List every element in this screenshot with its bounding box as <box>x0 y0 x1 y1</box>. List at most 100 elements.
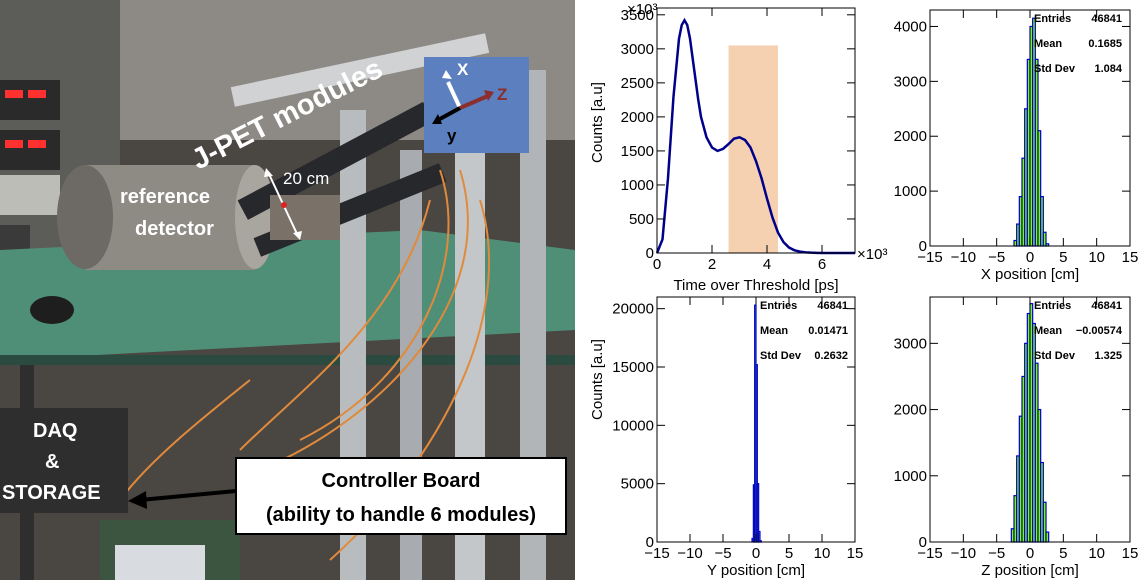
x-tick-label: 15 <box>1122 249 1139 266</box>
x-tick-label: 0 <box>1026 545 1034 562</box>
data-point <box>678 38 680 40</box>
x-tick-label: 4 <box>763 256 771 273</box>
data-point <box>692 58 694 60</box>
x-tick-label: 6 <box>818 256 826 273</box>
x-tick-label: 10 <box>814 545 831 562</box>
x-tick-label: −15 <box>644 545 669 562</box>
y-tick-label: 20000 <box>612 301 654 318</box>
stats-value: 0.01471 <box>808 325 848 337</box>
data-point <box>683 19 686 21</box>
y-tick-label: 1000 <box>894 183 927 200</box>
data-point <box>661 238 664 240</box>
y-tick-label: 1500 <box>621 143 654 160</box>
y-tick-label: 3000 <box>894 73 927 90</box>
x-tick-label: 0 <box>653 256 661 273</box>
x-tick-label: 5 <box>1059 249 1067 266</box>
x-axis-title: Z position [cm] <box>981 562 1079 579</box>
y-tick-label: 2000 <box>894 128 927 145</box>
x-tick-label: 2 <box>708 256 716 273</box>
data-point <box>755 160 757 162</box>
data-point <box>788 246 790 249</box>
axis-x-label: X <box>457 60 469 79</box>
experimental-setup-photo: X Z y J-PET modules 20 cm reference dete… <box>0 0 575 580</box>
x-tick-label: 5 <box>1059 545 1067 562</box>
reference-label-line2: detector <box>135 218 214 240</box>
coordinate-axes-panel: X Z y <box>424 57 529 153</box>
y-tick-label: 0 <box>919 238 927 255</box>
reference-detector <box>57 165 275 270</box>
controller-label-line1: Controller Board <box>322 470 481 492</box>
data-point <box>694 78 697 81</box>
x-tick-label: 0 <box>752 545 760 562</box>
data-point <box>793 249 796 251</box>
y-tick-label: 3500 <box>621 7 654 24</box>
controller-board-callout: Controller Board (ability to handle 6 mo… <box>128 457 567 535</box>
y-tick-label: 15000 <box>612 359 654 376</box>
stats-key: Std Dev <box>1034 350 1076 362</box>
stats-key: Mean <box>1034 325 1062 337</box>
data-point <box>771 217 774 219</box>
chart-panel-2: −15 −10 −5 0 5 10 15 0 1000 2000 3000 4000 X positio… <box>894 9 1139 283</box>
data-point <box>667 177 669 179</box>
y-axis-title: Counts [a.u] <box>589 82 606 163</box>
y-tick-label: 2500 <box>621 75 654 92</box>
y-tick-label: 0 <box>646 534 654 551</box>
data-point <box>697 99 699 101</box>
stats-value: 46841 <box>1091 13 1122 25</box>
y-tick-label: 2000 <box>621 109 654 126</box>
stats-value: 46841 <box>1091 300 1122 312</box>
stats-key: Entries <box>1034 300 1071 312</box>
x-tick-label: −5 <box>714 545 731 562</box>
data-point <box>727 143 730 145</box>
x-tick-label: −10 <box>677 545 702 562</box>
data-point <box>766 197 768 200</box>
daq-label-line2: & <box>45 451 59 473</box>
histogram-bar <box>1045 531 1050 543</box>
stats-value: 46841 <box>817 300 848 312</box>
data-point <box>722 148 724 150</box>
x-tick-label: −15 <box>917 545 942 562</box>
x-tick-label: −10 <box>951 249 976 266</box>
y-tick-label: 0 <box>646 245 654 262</box>
daq-label-line1: DAQ <box>33 420 77 442</box>
y-tick-label: 3000 <box>621 41 654 58</box>
stats-key: Mean <box>1034 38 1062 50</box>
y-tick-label: 2000 <box>894 402 927 419</box>
stats-key: Mean <box>760 325 788 337</box>
x-axis-title: Time over Threshold [ps] <box>673 277 838 294</box>
chart-panel-3: −15 −10 −5 0 5 10 15 0 5000 10000 15000 20000 Y posi… <box>589 296 864 579</box>
daq-box <box>0 408 128 513</box>
stats-key: Std Dev <box>1034 63 1076 75</box>
stats-value: 1.084 <box>1094 63 1122 75</box>
chart-panel-1: 0 2 4 60500100015002000250030003500×10³×10³… <box>589 1 887 294</box>
x-tick-label: −5 <box>988 545 1005 562</box>
x-multiplier-label: ×10³ <box>857 246 887 263</box>
data-point <box>689 38 691 40</box>
data-point <box>733 138 735 140</box>
y-multiplier-label: ×10³ <box>627 1 657 18</box>
stats-value: −0.00574 <box>1076 325 1123 337</box>
x-tick-label: 15 <box>847 545 864 562</box>
y-tick-label: 500 <box>629 211 654 228</box>
data-point <box>799 251 801 253</box>
data-point <box>744 139 746 141</box>
chart-panel-4: −15 −10 −5 0 5 10 15 0 1000 2000 3000 Z position [c… <box>894 296 1139 579</box>
x-tick-label: 0 <box>1026 249 1034 266</box>
data-point <box>686 24 688 26</box>
y-tick-label: 4000 <box>894 18 927 35</box>
data-point <box>705 136 708 138</box>
fiber-cables <box>119 169 491 561</box>
reference-label-line1: reference <box>120 186 210 208</box>
x-tick-label: −15 <box>917 249 942 266</box>
data-point <box>681 24 683 26</box>
x-tick-label: 15 <box>1122 545 1139 562</box>
stats-value: 1.325 <box>1094 350 1122 362</box>
x-tick-label: 5 <box>785 545 793 562</box>
highlight-band <box>728 45 778 253</box>
y-tick-label: 1000 <box>621 177 654 194</box>
data-point <box>672 95 675 98</box>
controller-label-line2: (ability to handle 6 modules) <box>266 504 536 526</box>
data-point <box>738 136 741 138</box>
y-tick-label: 5000 <box>621 476 654 493</box>
